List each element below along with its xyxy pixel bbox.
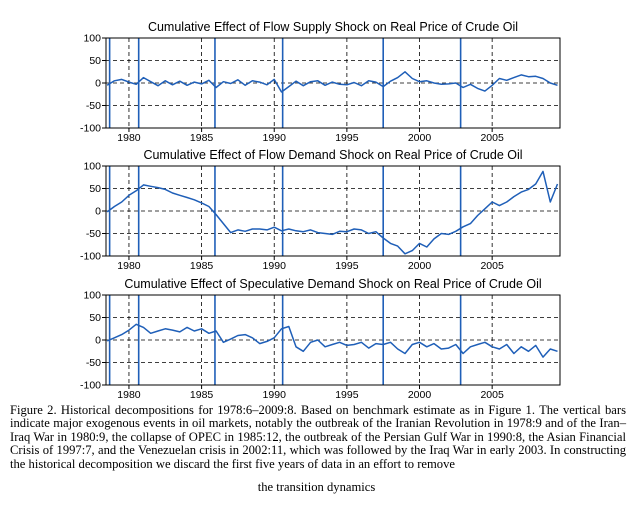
- x-tick-label: 1990: [263, 132, 287, 144]
- x-tick-label: 1985: [190, 132, 214, 144]
- x-tick-label: 1980: [117, 132, 141, 144]
- x-tick-label: 1980: [117, 260, 141, 272]
- y-tick-label: -50: [86, 357, 101, 369]
- y-tick-label: -50: [86, 100, 101, 112]
- figure-caption-last-line: the transition dynamics: [257, 480, 376, 494]
- y-tick-label: -100: [80, 123, 101, 135]
- panel-title: Cumulative Effect of Flow Supply Shock o…: [148, 20, 518, 34]
- x-tick-label: 1980: [117, 389, 141, 400]
- caption-text: Figure 2. Historical decompositions for …: [10, 403, 626, 471]
- y-tick-label: 0: [95, 335, 101, 347]
- x-tick-label: 2000: [408, 132, 432, 144]
- x-tick-label: 1995: [335, 132, 359, 144]
- y-tick-label: 50: [89, 55, 101, 67]
- panel-title: Cumulative Effect of Flow Demand Shock o…: [143, 148, 522, 162]
- x-tick-label: 1990: [263, 260, 287, 272]
- y-tick-label: -50: [86, 228, 101, 240]
- figure-caption: Figure 2. Historical decompositions for …: [10, 403, 626, 471]
- x-tick-label: 1985: [190, 389, 214, 400]
- x-tick-label: 1990: [263, 389, 287, 400]
- y-tick-label: 0: [95, 78, 101, 90]
- x-tick-label: 2005: [480, 260, 504, 272]
- historical-decomposition-figure: Cumulative Effect of Flow Supply Shock o…: [80, 20, 561, 400]
- series-line: [106, 71, 558, 93]
- y-tick-label: 100: [83, 33, 101, 45]
- x-tick-label: 2005: [480, 132, 504, 144]
- panel-3: Cumulative Effect of Speculative Demand …: [80, 277, 561, 400]
- y-tick-label: 0: [95, 206, 101, 218]
- x-tick-label: 2000: [408, 389, 432, 400]
- x-tick-label: 1995: [335, 260, 359, 272]
- y-tick-label: -100: [80, 251, 101, 263]
- y-tick-label: 100: [83, 290, 101, 302]
- y-tick-label: 100: [83, 161, 101, 173]
- panel-2: Cumulative Effect of Flow Demand Shock o…: [80, 148, 561, 272]
- x-tick-label: 1985: [190, 260, 214, 272]
- x-tick-label: 1995: [335, 389, 359, 400]
- y-tick-label: 50: [89, 183, 101, 195]
- panel-1: Cumulative Effect of Flow Supply Shock o…: [80, 20, 561, 144]
- y-tick-label: -100: [80, 380, 101, 392]
- series-line: [106, 170, 559, 255]
- series-line: [106, 323, 558, 358]
- panel-title: Cumulative Effect of Speculative Demand …: [124, 277, 541, 291]
- y-tick-label: 50: [89, 312, 101, 324]
- x-tick-label: 2000: [408, 260, 432, 272]
- x-tick-label: 2005: [480, 389, 504, 400]
